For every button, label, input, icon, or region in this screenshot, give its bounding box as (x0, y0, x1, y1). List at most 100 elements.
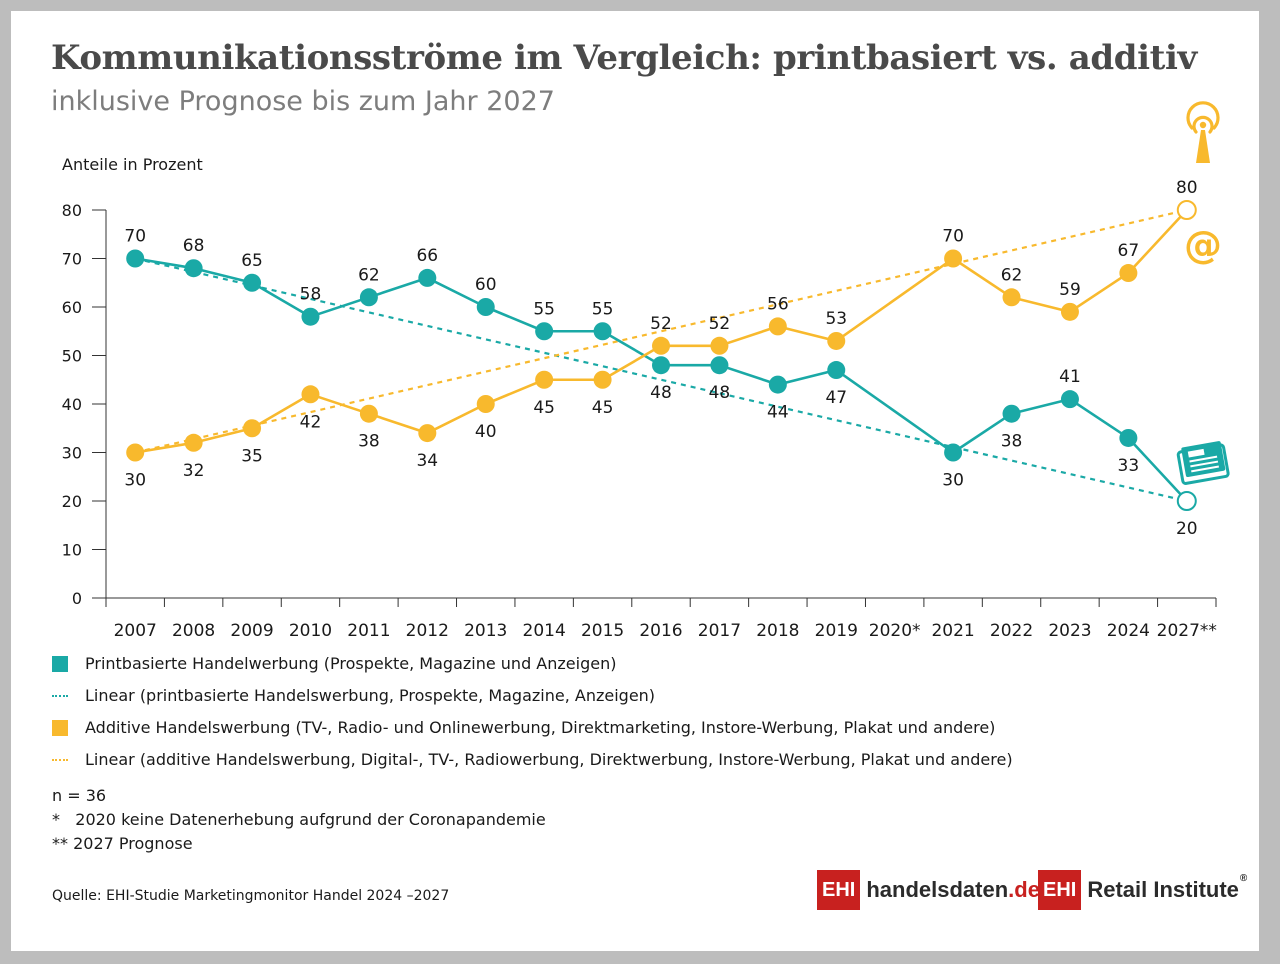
data-point-additive (593, 370, 612, 389)
data-label-print: 30 (942, 471, 964, 491)
data-point-print (1002, 404, 1021, 423)
data-point-additive (126, 443, 145, 462)
data-label-additive: 52 (709, 314, 731, 334)
y-tick-label: 60 (62, 298, 82, 317)
chart-card (11, 11, 1259, 951)
data-label-additive: 62 (1001, 265, 1023, 285)
data-point-additive (476, 395, 495, 413)
data-point-print (827, 361, 846, 380)
y-tick-label: 30 (62, 444, 82, 463)
handelsdaten-logo[interactable]: EHI handelsdaten.de (817, 870, 1040, 910)
sample-size-note: n = 36 (52, 786, 107, 805)
data-label-additive: 40 (475, 422, 497, 442)
x-tick-label: 2018 (756, 621, 799, 641)
x-tick-label: 2013 (464, 621, 507, 641)
trendline-print (134, 257, 1188, 503)
data-point-print (1060, 390, 1079, 409)
data-point-print (301, 307, 320, 326)
data-point-additive (944, 249, 963, 268)
x-tick-label: 2022 (990, 621, 1033, 641)
data-label-print: 48 (650, 383, 672, 403)
legend-swatch-print (52, 656, 68, 672)
footnote-2027: ** 2027 Prognose (52, 834, 193, 853)
source-note: Quelle: EHI-Studie Marketingmonitor Hand… (52, 888, 450, 904)
chart-title: Kommunikationsströme im Vergleich: print… (51, 38, 1197, 78)
data-point-additive (1119, 264, 1138, 283)
data-point-additive (710, 336, 729, 355)
data-point-print (418, 268, 437, 287)
x-tick-label: 2016 (639, 621, 682, 641)
x-tick-label: 2010 (289, 621, 332, 641)
line-chart: Anteile in Prozent 0 10 20 30 40 50 60 70 80 2007 2… (62, 101, 1230, 641)
legend-label-print-linear: Linear (printbasierte Handelswerbung, Pr… (85, 686, 656, 705)
data-label-additive: 38 (358, 432, 380, 452)
y-tick-label: 80 (62, 201, 82, 220)
ehi-logo-text: Retail Institute® (1087, 873, 1247, 903)
paper-text-line (1190, 460, 1219, 468)
data-label-print: 65 (241, 251, 263, 271)
x-tick-label: 2024 (1107, 621, 1150, 641)
x-tick-label: 2014 (523, 621, 566, 641)
data-point-print (535, 322, 554, 341)
data-label-additive: 59 (1059, 280, 1081, 300)
data-point-additive (184, 433, 203, 452)
y-tick-label: 40 (62, 395, 82, 414)
data-label-additive: 30 (124, 471, 146, 491)
handelsdaten-logo-mark: EHI (817, 870, 861, 910)
signal-arc (1186, 101, 1220, 130)
data-label-print: 47 (825, 388, 847, 408)
registered-mark: ® (1239, 873, 1248, 884)
data-point-print (1119, 428, 1138, 447)
legend-swatch-additive (52, 720, 68, 736)
tower-mast (1196, 130, 1210, 163)
at-sign-icon: @ (1184, 223, 1222, 267)
data-label-additive: 56 (767, 294, 789, 314)
data-point-print (126, 249, 145, 268)
x-tick-label: 2011 (347, 621, 390, 641)
x-tick-label: 2023 (1048, 621, 1091, 641)
data-label-additive: 45 (533, 398, 555, 418)
x-tick-label: 2009 (230, 621, 273, 641)
data-label-print: 62 (358, 265, 380, 285)
series-line-print (134, 257, 1188, 502)
data-label-additive: 45 (592, 398, 614, 418)
x-tick-label: 2021 (931, 621, 974, 641)
data-label-additive: 34 (416, 451, 438, 471)
data-point-additive (535, 370, 554, 389)
data-label-additive: 70 (942, 227, 964, 247)
antenna-dot (1199, 121, 1207, 129)
newspaper-icon (1176, 441, 1230, 485)
data-point-additive (1060, 302, 1079, 321)
x-tick-label: 2017 (698, 621, 741, 641)
x-tick-label: 2019 (815, 621, 858, 641)
data-point-additive (418, 424, 437, 443)
data-point-additive (768, 317, 787, 336)
data-point-additive (1002, 288, 1021, 307)
data-label-additive: 32 (183, 461, 205, 481)
data-label-print: 33 (1118, 456, 1140, 476)
y-tick-label: 70 (62, 250, 82, 269)
legend-label-print: Printbasierte Handelwerbung (Prospekte, … (85, 654, 617, 673)
data-label-additive: 80 (1176, 178, 1198, 198)
ehi-logo-mark: EHI (1038, 870, 1082, 910)
footnote-2020: * 2020 keine Datenerhebung aufgrund der … (52, 810, 546, 829)
data-label-print: 66 (416, 246, 438, 266)
data-label-print: 20 (1176, 519, 1198, 539)
legend-label-additive-linear: Linear (additive Handelswerbung, Digital… (85, 750, 1013, 769)
radio-tower-icon (1186, 101, 1220, 163)
data-point-print (1176, 491, 1197, 511)
x-tick-label: 2008 (172, 621, 215, 641)
legend-label-additive: Additive Handelswerbung (TV-, Radio- und… (85, 718, 996, 737)
chart-subtitle: inklusive Prognose bis zum Jahr 2027 (51, 86, 555, 117)
data-label-print: 70 (124, 227, 146, 247)
data-point-print (652, 356, 670, 375)
y-axis-title: Anteile in Prozent (62, 155, 203, 174)
data-point-additive (827, 331, 846, 350)
data-label-additive: 67 (1118, 241, 1140, 261)
y-tick-label: 10 (62, 541, 82, 560)
data-label-print: 55 (533, 299, 555, 319)
data-label-print: 41 (1059, 367, 1081, 387)
ehi-retail-institute-logo[interactable]: EHI Retail Institute® (1038, 870, 1247, 910)
data-point-additive (1176, 200, 1197, 220)
y-tick-label: 50 (62, 347, 82, 366)
